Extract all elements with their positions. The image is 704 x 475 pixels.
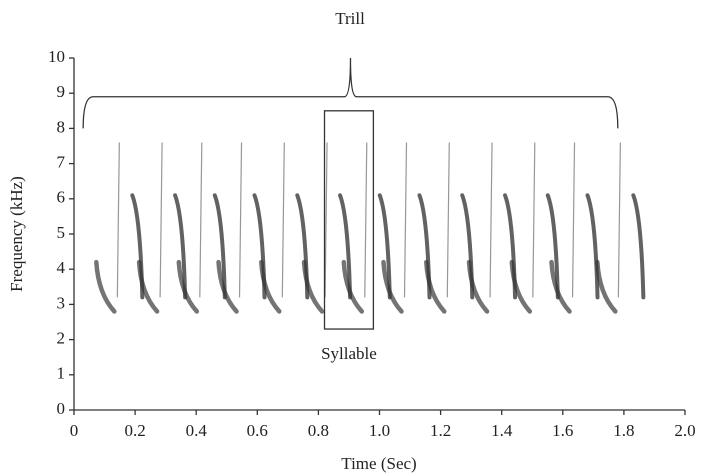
lower-sweep	[549, 259, 572, 314]
spike	[364, 142, 368, 298]
x-tick-label: 0.4	[186, 421, 208, 440]
syllable	[259, 142, 310, 314]
spike	[116, 142, 120, 298]
y-tick-label: 8	[57, 117, 66, 136]
lower-sweep	[94, 259, 117, 314]
upper-sweep	[212, 193, 227, 300]
spike	[446, 142, 450, 298]
lower-sweep	[381, 259, 404, 314]
syllable-label: Syllable	[321, 344, 377, 363]
y-tick-label: 5	[57, 223, 66, 242]
x-tick-label: 0.8	[308, 421, 329, 440]
syllable	[94, 142, 145, 314]
x-tick-label: 1.4	[491, 421, 513, 440]
x-tick-label: 1.2	[430, 421, 451, 440]
y-tick-label: 2	[57, 329, 66, 348]
spike	[281, 142, 285, 298]
syllable	[136, 142, 188, 314]
lower-sweep	[509, 259, 533, 314]
x-axis-label: Time (Sec)	[341, 454, 416, 473]
trill-bracket	[82, 57, 619, 129]
upper-sweep	[631, 193, 646, 300]
spike	[617, 142, 621, 298]
spike	[571, 142, 576, 298]
x-tick-label: 0.6	[247, 421, 268, 440]
x-tick-label: 1.6	[552, 421, 573, 440]
spike	[532, 142, 536, 298]
y-tick-label: 7	[57, 153, 66, 172]
spike	[238, 142, 243, 298]
y-axis-label: Frequency (kHz)	[7, 176, 26, 292]
x-tick-label: 0.2	[124, 421, 145, 440]
upper-sweep	[338, 193, 353, 300]
spike	[199, 142, 203, 298]
upper-sweep	[377, 193, 392, 300]
x-tick-label: 1.0	[369, 421, 390, 440]
syllable	[549, 142, 600, 314]
lower-sweep	[341, 259, 365, 314]
x-tick-label: 0	[70, 421, 79, 440]
y-tick-label: 3	[57, 293, 66, 312]
spike	[403, 142, 408, 298]
syllable	[176, 142, 227, 314]
lower-sweep	[424, 259, 447, 314]
x-tick-label: 1.8	[613, 421, 634, 440]
syllable	[595, 142, 646, 314]
chart-title: Trill	[335, 9, 365, 28]
lower-sweep	[595, 259, 618, 314]
spike	[324, 142, 328, 298]
y-tick-label: 1	[57, 364, 66, 383]
lower-sweep	[259, 259, 282, 314]
upper-sweep	[545, 193, 560, 300]
lower-sweep	[466, 259, 490, 314]
y-tick-label: 10	[48, 47, 65, 66]
y-tick-label: 4	[57, 258, 66, 277]
syllable	[509, 142, 560, 314]
spike	[489, 142, 493, 298]
lower-sweep	[176, 259, 200, 314]
lower-sweep	[301, 259, 325, 314]
y-tick-label: 0	[57, 399, 66, 418]
syllable	[424, 142, 475, 314]
syllable	[466, 142, 518, 314]
lower-sweep	[136, 259, 160, 314]
syllable-box	[323, 110, 375, 330]
y-tick-label: 9	[57, 82, 66, 101]
spike	[159, 142, 163, 298]
lower-sweep	[216, 259, 239, 314]
x-tick-label: 2.0	[674, 421, 695, 440]
syllable	[341, 142, 392, 314]
upper-sweep	[585, 193, 600, 300]
upper-sweep	[173, 193, 188, 300]
syllable	[301, 142, 353, 314]
y-tick-label: 6	[57, 188, 66, 207]
